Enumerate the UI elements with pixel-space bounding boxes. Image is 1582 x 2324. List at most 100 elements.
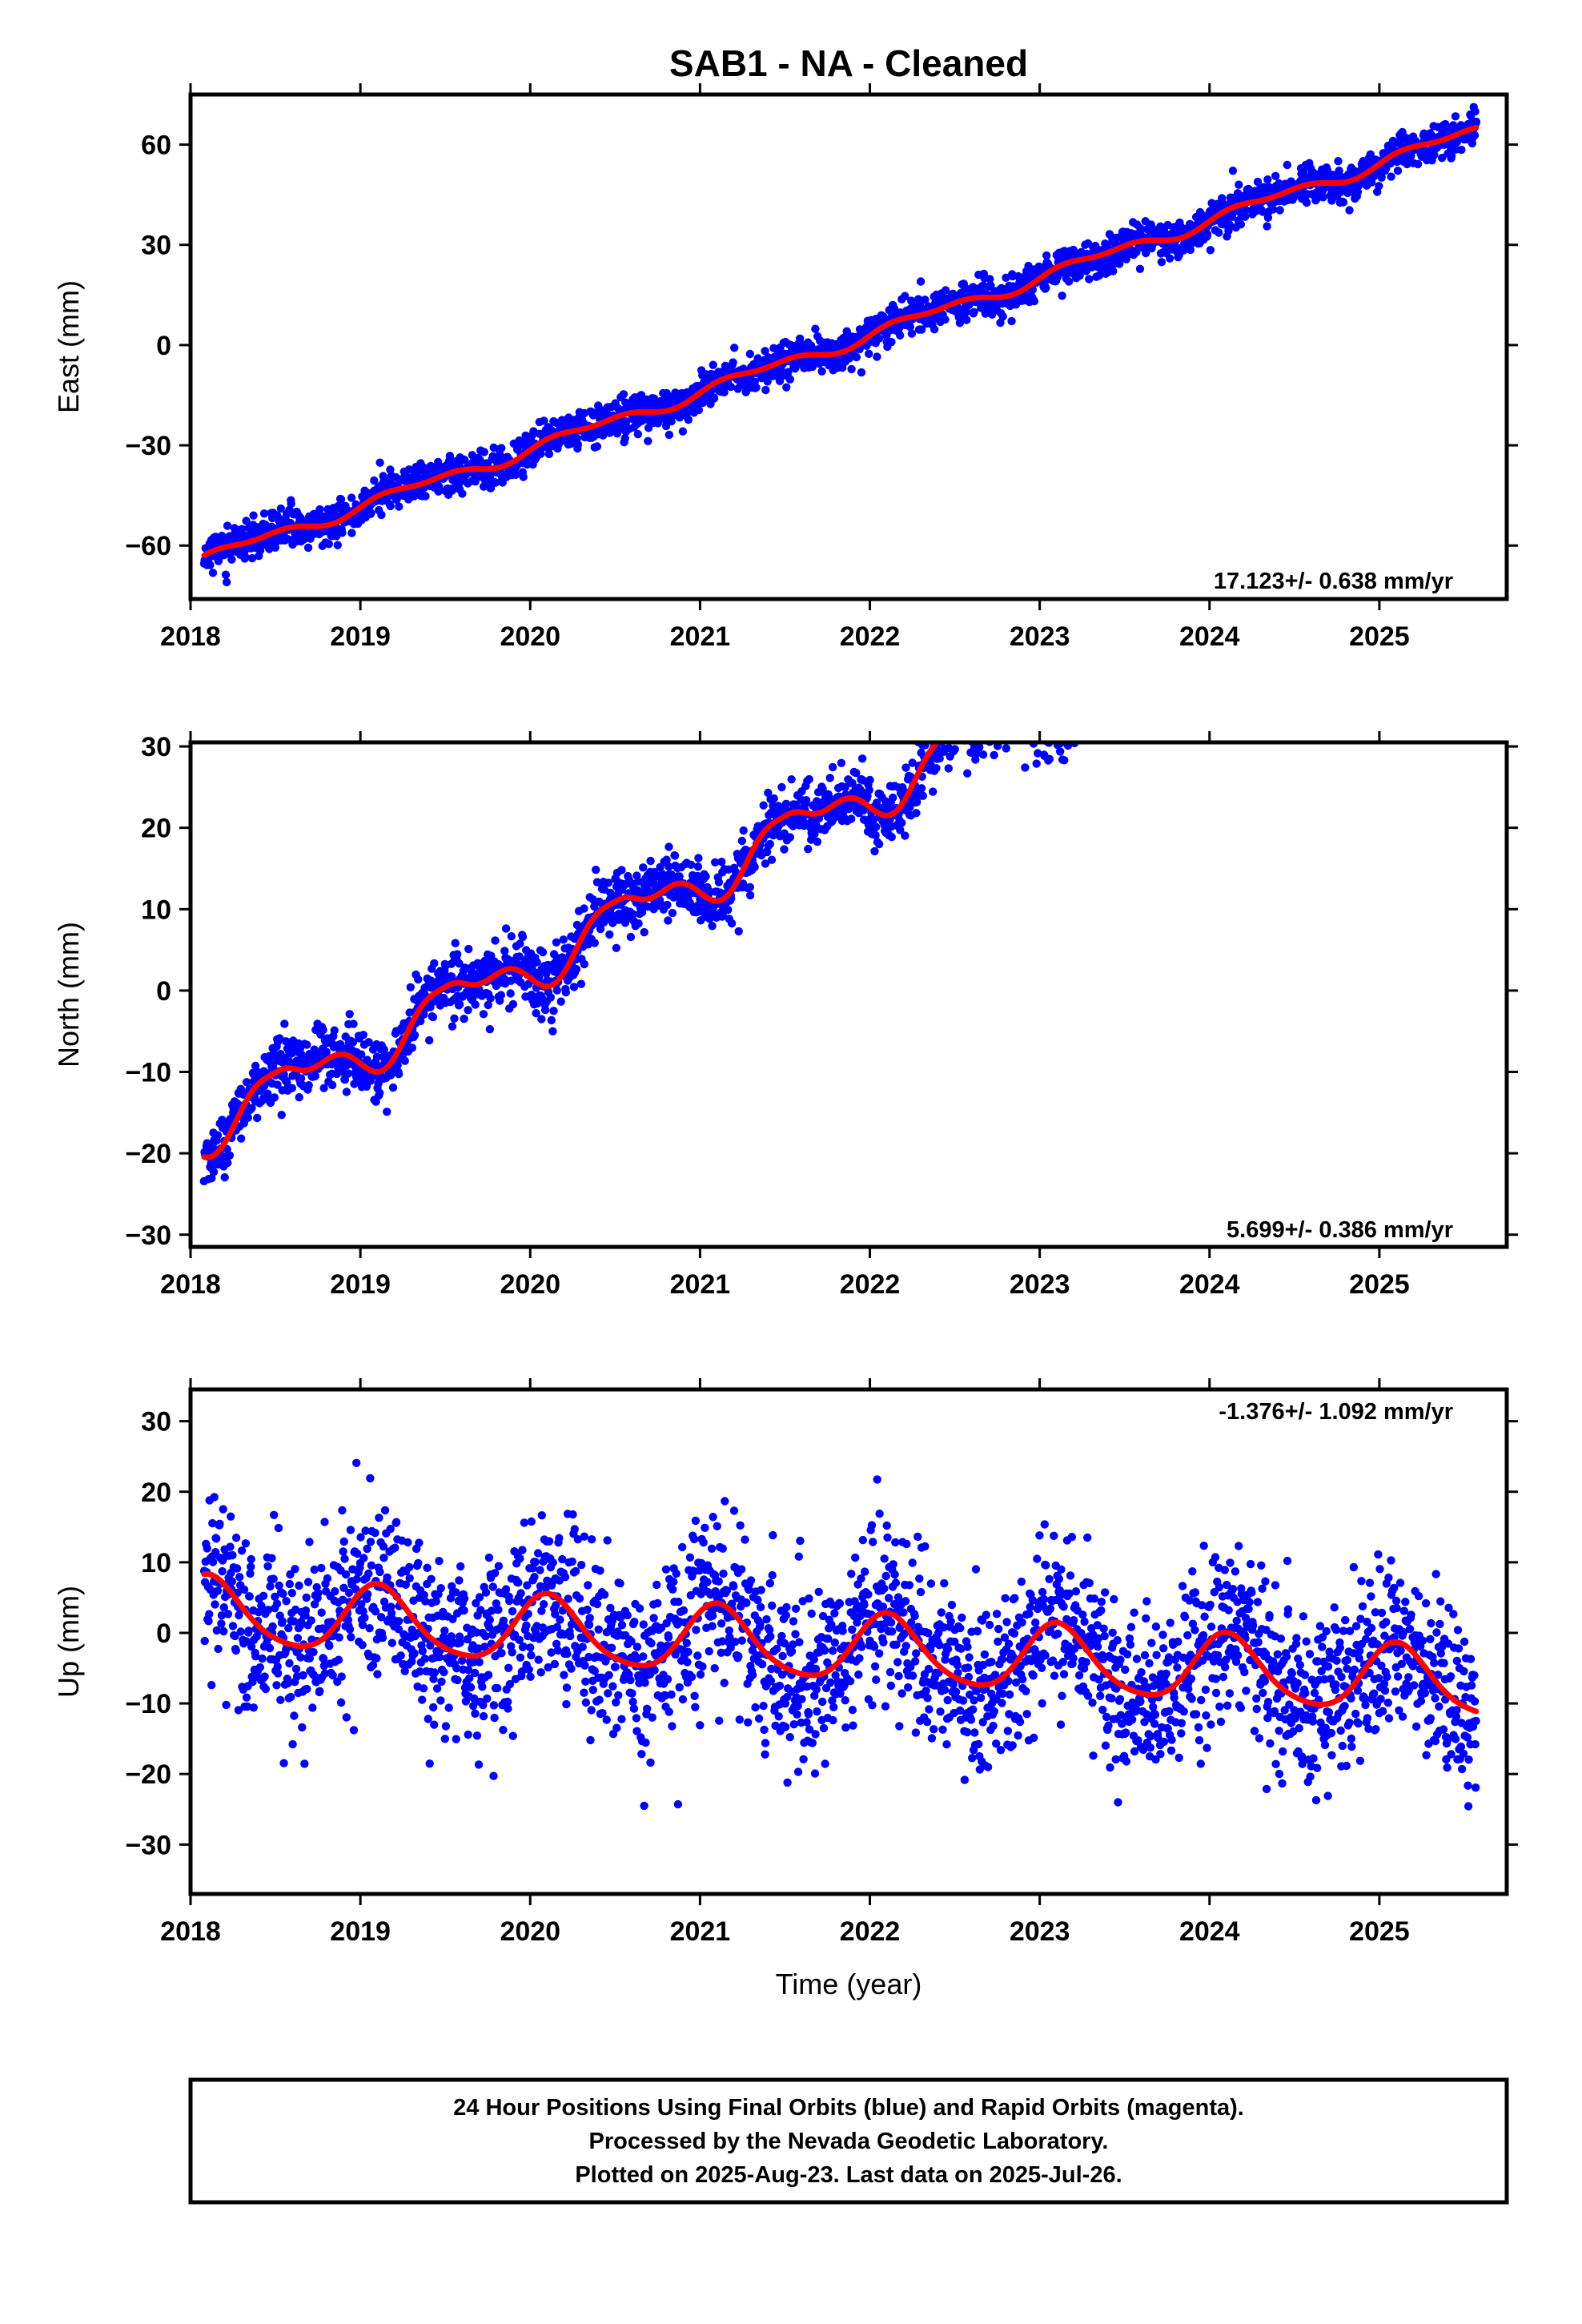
data-point — [338, 529, 347, 537]
data-point — [711, 858, 720, 867]
data-point — [1339, 198, 1348, 207]
data-point — [348, 1038, 358, 1047]
data-point — [1263, 222, 1271, 231]
data-point — [532, 1009, 540, 1018]
data-point — [941, 286, 950, 295]
data-point — [280, 1019, 289, 1028]
data-point — [759, 801, 768, 810]
data-point — [1241, 205, 1251, 215]
data-point — [1135, 264, 1145, 273]
data-point — [375, 458, 384, 467]
data-point — [865, 786, 873, 794]
data-point — [701, 872, 710, 881]
data-point — [425, 1035, 434, 1045]
data-point — [1265, 183, 1274, 191]
east-model-line — [201, 124, 1480, 558]
east-axes-frame — [188, 92, 1509, 601]
data-point — [765, 839, 774, 849]
data-point — [634, 919, 643, 928]
data-point — [1056, 747, 1065, 756]
data-point — [241, 553, 250, 561]
data-point — [605, 930, 614, 939]
data-point — [619, 390, 628, 399]
y-tick-label: 0 — [156, 331, 171, 361]
data-point — [342, 1088, 351, 1096]
data-point — [324, 540, 333, 549]
data-point — [1471, 107, 1480, 116]
data-point — [406, 983, 415, 992]
data-point — [500, 947, 509, 955]
data-point — [592, 442, 602, 451]
data-point — [912, 809, 921, 818]
data-point — [1032, 759, 1041, 768]
data-point — [874, 334, 884, 343]
data-point — [639, 863, 648, 872]
data-point — [1165, 254, 1174, 263]
data-point — [978, 750, 988, 759]
data-point — [661, 421, 671, 431]
data-point — [745, 349, 754, 359]
data-point — [515, 952, 524, 961]
data-point — [556, 997, 565, 1006]
data-point — [739, 826, 748, 835]
data-point — [726, 382, 735, 392]
data-point — [573, 440, 583, 449]
data-point — [837, 758, 846, 767]
x-tick-label: 2025 — [1349, 621, 1410, 652]
data-point — [762, 847, 772, 857]
data-point — [930, 325, 939, 334]
data-point — [944, 764, 954, 773]
data-point — [484, 1000, 492, 1010]
data-point — [805, 774, 813, 784]
data-point — [1263, 175, 1272, 184]
data-point — [596, 924, 605, 934]
data-point — [1387, 172, 1395, 181]
data-point — [1225, 220, 1234, 229]
data-point — [1021, 763, 1030, 772]
data-point — [460, 1015, 468, 1023]
data-point — [729, 358, 737, 367]
data-point — [694, 854, 703, 862]
data-point — [897, 818, 906, 827]
data-point — [785, 833, 795, 842]
data-point — [724, 905, 733, 915]
data-point — [486, 994, 495, 1003]
x-tick-label: 2021 — [670, 621, 731, 652]
data-point — [445, 452, 455, 460]
data-point — [626, 932, 636, 942]
data-point — [580, 904, 588, 913]
data-point — [464, 944, 473, 954]
data-point — [375, 1088, 384, 1097]
data-point — [508, 999, 518, 1009]
data-point — [296, 1074, 306, 1083]
data-point — [622, 417, 631, 426]
data-point — [1393, 167, 1403, 175]
data-point — [451, 939, 460, 947]
data-point — [538, 947, 548, 957]
data-point — [847, 364, 856, 374]
data-point — [569, 983, 579, 991]
data-point — [315, 505, 324, 514]
data-point — [734, 927, 743, 936]
data-point — [347, 493, 356, 502]
data-point — [998, 312, 1007, 321]
data-point — [421, 492, 430, 501]
data-point — [1206, 246, 1215, 255]
data-point — [665, 842, 673, 851]
data-point — [271, 543, 279, 552]
data-point — [386, 501, 395, 511]
data-point — [917, 325, 926, 334]
data-point — [745, 891, 755, 900]
data-point — [512, 470, 520, 479]
data-point — [917, 784, 926, 793]
data-point — [552, 938, 561, 947]
data-point — [873, 352, 881, 361]
x-tick-label: 2023 — [1010, 621, 1070, 652]
data-point — [1271, 171, 1280, 180]
data-point — [383, 1108, 391, 1116]
data-point — [918, 791, 928, 800]
data-point — [208, 569, 218, 577]
data-point — [242, 517, 251, 525]
data-point — [810, 830, 819, 838]
data-point — [549, 1007, 558, 1015]
